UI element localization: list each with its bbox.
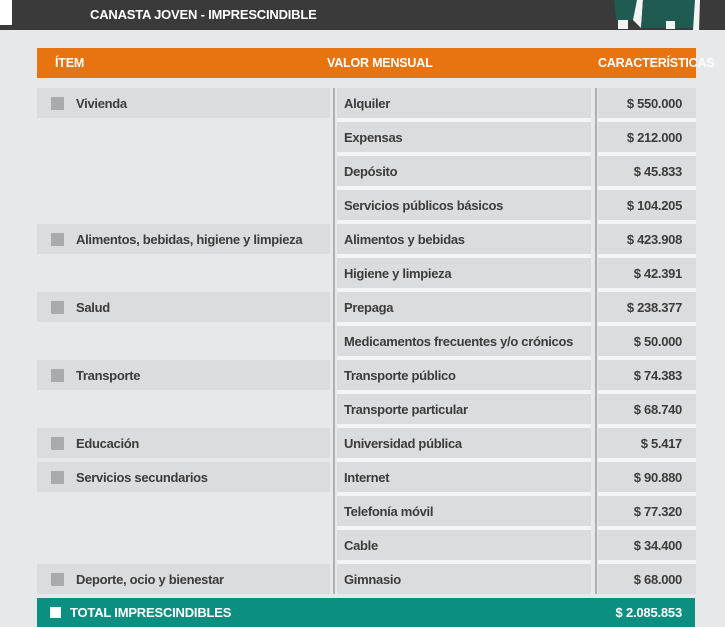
group-servicios-secundarios: Servicios secundarios xyxy=(37,462,330,560)
group-educacion: Educación xyxy=(37,428,330,458)
value-cell: $ 238.377 xyxy=(598,292,696,322)
column-divider xyxy=(595,88,597,594)
figure-legs-icon xyxy=(614,0,700,30)
value-cell: $ 42.391 xyxy=(598,258,696,288)
value-cell: $ 212.000 xyxy=(598,122,696,152)
concept-cell: Alimentos y bebidas xyxy=(337,224,591,254)
value-cell: $ 45.833 xyxy=(598,156,696,186)
bullet-square-icon xyxy=(51,470,64,484)
bullet-square-icon xyxy=(51,572,64,586)
page-title: CANASTA JOVEN - IMPRESCINDIBLE xyxy=(90,7,317,22)
total-row: TOTAL IMPRESCINDIBLES $ 2.085.853 xyxy=(37,598,695,627)
value-cell: $ 34.400 xyxy=(598,530,696,560)
group-label: Transporte xyxy=(76,367,141,383)
value-cell: $ 68.000 xyxy=(598,564,696,594)
concept-cell: Transporte particular xyxy=(337,394,591,424)
group-label: Salud xyxy=(76,299,110,315)
group-deporte: Deporte, ocio y bienestar xyxy=(37,564,330,594)
concept-cell: Expensas xyxy=(337,122,591,152)
column-header-item: ÍTEM xyxy=(55,56,85,70)
concept-cell: Internet xyxy=(337,462,591,492)
concept-cell: Universidad pública xyxy=(337,428,591,458)
group-alimentos: Alimentos, bebidas, higiene y limpieza xyxy=(37,224,330,288)
group-label: Servicios secundarios xyxy=(76,469,208,485)
title-bar: CANASTA JOVEN - IMPRESCINDIBLE xyxy=(0,0,725,30)
total-value: $ 2.085.853 xyxy=(615,605,683,620)
table-body: Vivienda Alimentos, bebidas, higiene y l… xyxy=(37,88,696,594)
value-cell: $ 104.205 xyxy=(598,190,696,220)
concept-cell: Depósito xyxy=(337,156,591,186)
value-cell: $ 50.000 xyxy=(598,326,696,356)
corner-notch xyxy=(0,0,12,25)
value-cell: $ 74.383 xyxy=(598,360,696,390)
value-cell: $ 90.880 xyxy=(598,462,696,492)
bullet-square-icon xyxy=(51,300,64,314)
value-cell: $ 77.320 xyxy=(598,496,696,526)
concept-cell: Medicamentos frecuentes y/o crónicos xyxy=(337,326,591,356)
concept-cell: Prepaga xyxy=(337,292,591,322)
bullet-square-icon xyxy=(51,232,64,246)
bullet-square-icon xyxy=(51,368,64,382)
column-divider xyxy=(333,88,335,594)
concept-cell: Alquiler xyxy=(337,88,591,118)
group-label: Educación xyxy=(76,435,140,451)
group-label: Alimentos, bebidas, higiene y limpieza xyxy=(76,231,303,247)
column-header-caracteristicas: CARACTERÍSTICAS xyxy=(598,56,715,70)
concept-cell: Transporte público xyxy=(337,360,591,390)
table-header: ÍTEM VALOR MENSUAL CARACTERÍSTICAS xyxy=(37,48,715,78)
group-label: Vivienda xyxy=(76,95,127,111)
concept-cell: Higiene y limpieza xyxy=(337,258,591,288)
value-cell: $ 68.740 xyxy=(598,394,696,424)
value-cell: $ 5.417 xyxy=(598,428,696,458)
group-vivienda: Vivienda xyxy=(37,88,330,220)
concept-cell: Servicios públicos básicos xyxy=(337,190,591,220)
value-cell: $ 423.908 xyxy=(598,224,696,254)
group-label: Deporte, ocio y bienestar xyxy=(76,571,224,587)
group-transporte: Transporte xyxy=(37,360,330,424)
value-cell: $ 550.000 xyxy=(598,88,696,118)
group-salud: Salud xyxy=(37,292,330,356)
canasta-table: ÍTEM VALOR MENSUAL CARACTERÍSTICAS Vivie… xyxy=(37,48,715,627)
column-header-valor-mensual: VALOR MENSUAL xyxy=(327,56,433,70)
concept-cell: Telefonía móvil xyxy=(337,496,591,526)
concept-cell: Gimnasio xyxy=(337,564,591,594)
concept-cell: Cable xyxy=(337,530,591,560)
total-label: TOTAL IMPRESCINDIBLES xyxy=(70,605,232,620)
bullet-square-icon xyxy=(51,96,64,110)
bullet-square-white-icon xyxy=(50,607,61,618)
bullet-square-icon xyxy=(51,436,64,450)
